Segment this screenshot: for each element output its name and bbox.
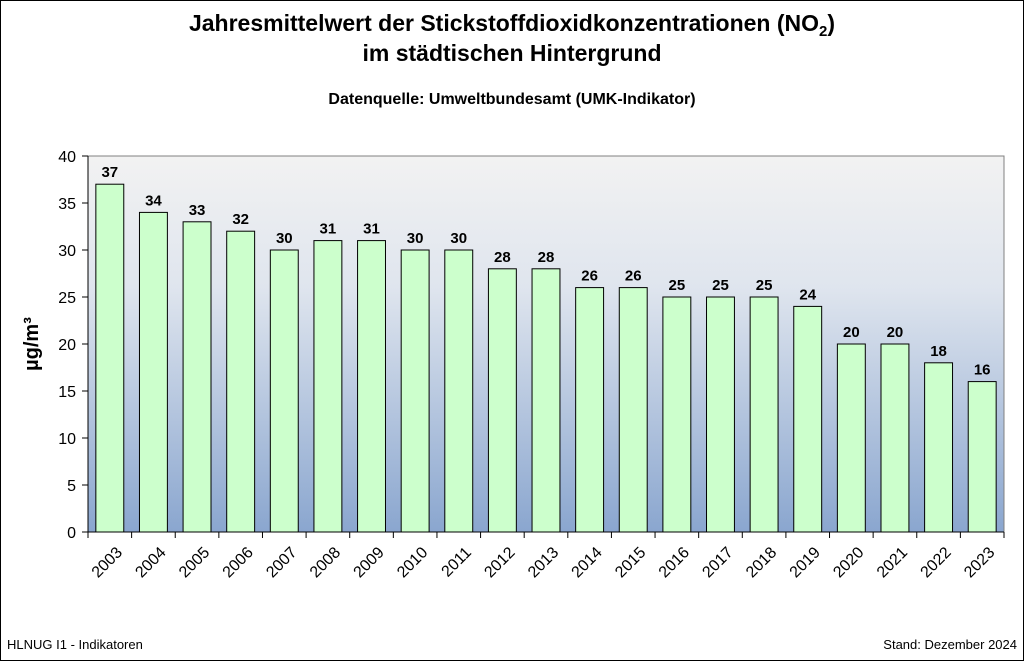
x-tick-label: 2009 [351,544,388,581]
x-tick-label: 2013 [525,544,562,581]
chart-title-line2: im städtischen Hintergrund [362,40,662,66]
y-tick-label: 25 [58,290,76,307]
x-tick-label: 2003 [89,544,126,581]
y-tick-label: 20 [58,337,76,354]
x-axis: 2003 2004 2005 2006 2007 2008 2009 2010 2011 2012… [87,531,1005,581]
data-label: 20 [887,324,904,341]
data-label: 25 [756,277,773,294]
data-label: 18 [930,343,947,360]
x-tick-label: 2020 [830,544,867,581]
x-tick-label: 2007 [263,544,300,581]
bar [793,305,823,533]
data-label: 30 [276,230,293,247]
chart-title-line1: Jahresmittelwert der Stickstoffdioxidkon… [188,10,836,40]
data-label: 37 [101,164,118,181]
y-tick-label: 10 [58,431,76,448]
x-tick-label: 2004 [132,544,169,581]
y-tick-label: 35 [58,196,76,213]
y-tick-label: 5 [67,478,76,495]
bar [313,240,343,533]
bar [531,268,561,533]
data-label: 31 [363,221,380,238]
bars: 37 34 33 32 30 31 31 30 30 28 28 26 26 25 25 25 24 20 20 18… [95,164,997,533]
y-tick-label: 0 [67,525,76,542]
y-tick-label: 40 [58,149,76,166]
bar [967,381,997,533]
bar [95,183,125,533]
data-label: 28 [538,249,555,266]
x-tick-label: 2016 [656,544,693,581]
bar [444,249,474,533]
data-label: 30 [407,230,424,247]
x-tick-label: 2019 [787,544,824,581]
footer-date: Stand: Dezember 2024 [883,637,1017,652]
data-label: 30 [450,230,467,247]
data-label: 32 [232,211,249,228]
x-tick-label: 2008 [307,544,344,581]
data-label: 26 [581,268,598,285]
data-label: 25 [712,277,729,294]
x-tick-label: 2005 [176,544,213,581]
y-axis-label: µg/m³ [21,317,43,371]
data-label: 26 [625,268,642,285]
bar [924,362,954,533]
x-tick-label: 2015 [612,544,649,581]
bar [269,249,299,533]
bar [880,343,910,533]
x-tick-label: 2011 [439,544,475,580]
bar [575,287,605,533]
data-label: 20 [843,324,860,341]
data-label: 34 [145,192,162,209]
bar [487,268,517,533]
bar [400,249,430,533]
x-tick-label: 2010 [394,544,431,581]
y-tick-label: 30 [58,243,76,260]
bar [836,343,866,533]
data-label: 28 [494,249,511,266]
y-tick-label: 15 [58,384,76,401]
bar [749,296,779,533]
bar [662,296,692,533]
x-tick-label: 2017 [699,544,736,581]
data-label: 25 [669,277,686,294]
footer-source: HLNUG I1 - Indikatoren [7,637,143,652]
bar [226,230,256,533]
data-label: 31 [320,221,337,238]
bar [618,287,648,533]
bar [706,296,735,533]
x-tick-label: 2014 [569,544,606,581]
x-tick-label: 2022 [918,544,955,581]
y-axis: 0 5 10 15 20 25 30 35 40 [58,149,89,542]
data-label: 33 [189,202,206,219]
x-tick-label: 2023 [961,544,998,581]
x-tick-label: 2012 [481,544,518,581]
x-tick-label: 2018 [743,544,780,581]
x-tick-label: 2021 [874,544,911,581]
data-label: 24 [799,286,816,303]
data-label: 16 [974,362,991,379]
bar [182,221,212,533]
bar [138,211,168,533]
x-tick-label: 2006 [220,544,257,581]
bar [357,240,386,533]
chart-subtitle: Datenquelle: Umweltbundesamt (UMK-Indika… [328,91,696,108]
